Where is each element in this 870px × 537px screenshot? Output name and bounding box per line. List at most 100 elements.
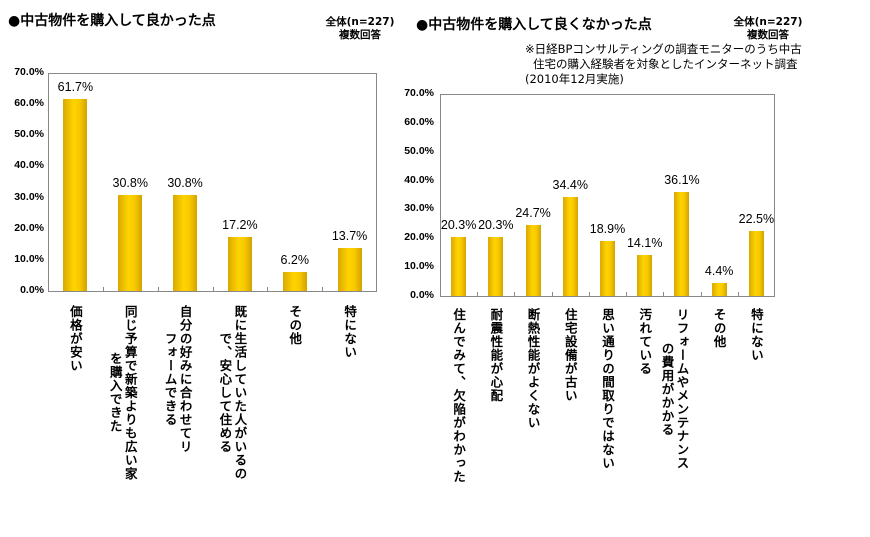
x-tick [626, 292, 628, 296]
category-label: その他 [287, 305, 302, 346]
plot-area [48, 73, 377, 292]
answer-type: 複数回答 [747, 29, 789, 41]
y-tick-label: 40.0% [14, 159, 44, 172]
y-tick-label: 30.0% [14, 190, 44, 203]
note-line: (2010年12月実施) [525, 72, 624, 86]
category-label-line: リフォームやメンテナンス [674, 308, 690, 470]
sample-info: 全体(n=227) 複数回答 [728, 16, 808, 42]
sample-info: 全体(n=227) 複数回答 [320, 16, 400, 42]
category-label-line: 価格が安い [67, 305, 83, 373]
x-tick [663, 292, 665, 296]
y-tick-label: 20.0% [404, 231, 434, 244]
category-label: 汚れている [637, 308, 652, 376]
category-label: 自分の好みに合わせてリ フォームできる [163, 305, 193, 454]
category-label: 既に生活していた人がいるの で、安心して住める [217, 305, 247, 481]
category-label-line: の費用がかかる [659, 341, 675, 437]
data-label: 6.2% [280, 252, 310, 267]
note-line: 住宅の購入経験者を対象としたインターネット調査 [533, 57, 798, 71]
category-label-line: 自分の好みに合わせてリ [177, 305, 193, 454]
y-tick-label: 60.0% [14, 97, 44, 110]
data-label: 36.1% [664, 172, 700, 187]
y-tick-label: 40.0% [404, 173, 434, 186]
data-label: 24.7% [515, 205, 551, 220]
category-label: 価格が安い [68, 305, 83, 373]
x-tick [551, 292, 553, 296]
y-tick-label: 10.0% [404, 260, 434, 273]
category-label: その他 [712, 308, 727, 349]
bar [173, 195, 198, 291]
category-label: 思い通りの間取りではない [600, 308, 615, 470]
category-label-line: 特にない [342, 305, 358, 359]
sample-size: 全体(n=227) [325, 16, 395, 28]
category-label-line: 住んでみて、欠陥がわかった [451, 308, 467, 484]
bar [488, 237, 504, 296]
chart-title: ●中古物件を購入して良くなかった点 [416, 17, 652, 33]
data-label: 34.4% [552, 177, 588, 192]
category-label: 特にない [749, 308, 764, 362]
category-label: 住宅設備が古い [563, 308, 578, 403]
y-tick-label: 50.0% [404, 144, 434, 157]
bar [674, 191, 690, 296]
bar [63, 98, 88, 291]
category-label-line: 同じ予算で新築よりも広い家 [122, 305, 138, 481]
data-label: 17.2% [222, 218, 258, 233]
x-tick [157, 287, 159, 291]
category-label-line: 既に生活していた人がいるの [232, 305, 248, 481]
data-label: 30.8% [167, 176, 203, 191]
bar [227, 237, 252, 291]
bar [748, 231, 764, 296]
data-label: 20.3% [478, 218, 514, 233]
plot-area [440, 94, 775, 297]
bar [118, 195, 143, 291]
data-label: 18.9% [589, 222, 626, 237]
sample-size: 全体(n=227) [733, 16, 803, 28]
y-tick-label: 0.0% [410, 289, 434, 301]
bar [637, 255, 653, 296]
category-label: 同じ予算で新築よりも広い家 を購入できた [108, 305, 138, 481]
bar [600, 241, 615, 296]
x-tick [588, 292, 590, 296]
bar [337, 248, 362, 291]
answer-type: 複数回答 [339, 29, 381, 41]
bar [525, 224, 541, 296]
data-label: 14.1% [626, 236, 663, 251]
data-label: 13.7% [331, 229, 368, 244]
x-tick [102, 287, 104, 291]
x-tick [322, 287, 324, 291]
category-label-line: 思い通りの間取りではない [600, 308, 615, 470]
category-label: 断熱性能がよくない [526, 308, 541, 430]
x-tick [212, 287, 214, 291]
category-label-line: その他 [711, 308, 727, 349]
x-tick [700, 292, 702, 296]
bar [282, 271, 307, 291]
y-tick-label: 60.0% [404, 115, 434, 128]
category-label-line: その他 [287, 305, 303, 346]
bar [562, 196, 578, 296]
category-label-line: フォームできる [162, 332, 178, 427]
x-tick [267, 287, 269, 291]
category-label-line: を購入できた [107, 352, 123, 434]
y-tick-label: 20.0% [14, 221, 44, 234]
bar [451, 237, 467, 296]
y-tick-label: 70.0% [14, 66, 44, 78]
category-label: 耐震性能が心配 [488, 308, 503, 403]
data-label: 22.5% [738, 212, 775, 227]
category-label-line: 特にない [748, 308, 764, 362]
data-label: 61.7% [57, 79, 94, 94]
category-label-line: 耐震性能が心配 [488, 308, 504, 403]
data-label: 4.4% [704, 264, 734, 279]
x-tick [737, 292, 739, 296]
category-label-line: 断熱性能がよくない [525, 308, 541, 430]
category-label-line: 汚れている [637, 308, 653, 376]
x-tick [477, 292, 479, 296]
bar [711, 283, 727, 296]
category-label: 住んでみて、欠陥がわかった [451, 308, 466, 484]
y-tick-label: 50.0% [14, 128, 44, 141]
y-tick-label: 0.0% [20, 284, 44, 296]
data-label: 30.8% [112, 176, 148, 191]
x-tick [514, 292, 516, 296]
category-label: リフォームやメンテナンス の費用がかかる [659, 308, 689, 470]
note-line: ※日経BPコンサルティングの調査モニターのうち中古 [525, 42, 802, 56]
survey-note: ※日経BPコンサルティングの調査モニターのうち中古 住宅の購入経験者を対象とした… [525, 42, 802, 87]
category-label-line: で、安心して住める [217, 332, 233, 454]
